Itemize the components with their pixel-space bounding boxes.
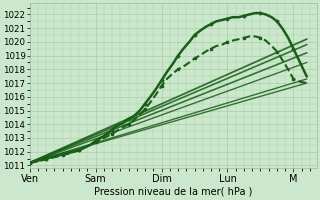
X-axis label: Pression niveau de la mer( hPa ): Pression niveau de la mer( hPa ) bbox=[94, 187, 252, 197]
